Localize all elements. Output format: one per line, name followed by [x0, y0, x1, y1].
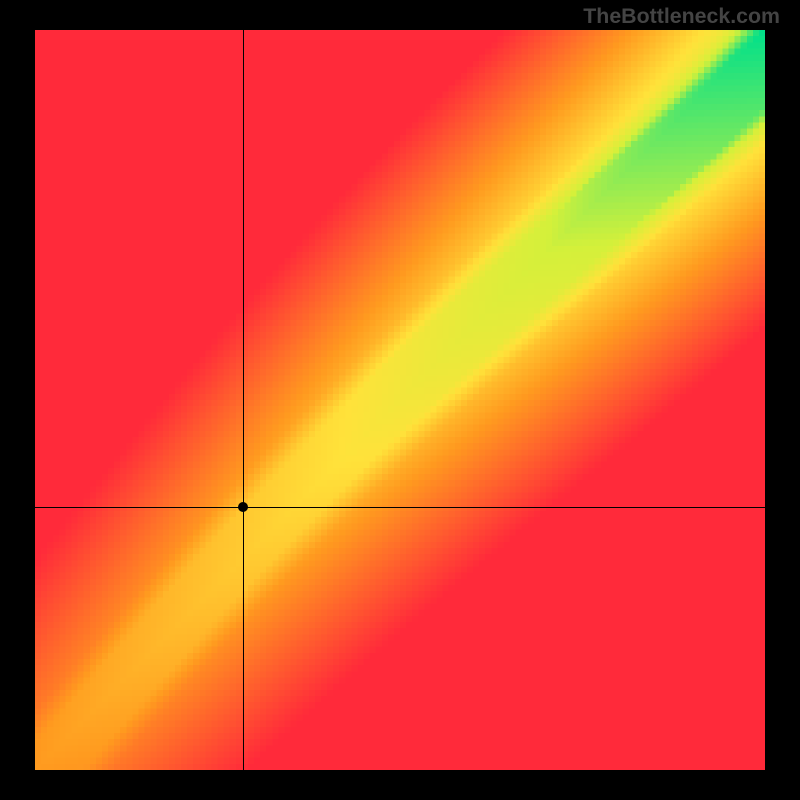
crosshair-marker-dot: [238, 502, 248, 512]
watermark-text: TheBottleneck.com: [583, 4, 780, 29]
heatmap-plot-area: [35, 30, 765, 770]
crosshair-vertical-line: [243, 30, 244, 770]
bottleneck-heatmap: [35, 30, 765, 770]
crosshair-horizontal-line: [35, 507, 765, 508]
